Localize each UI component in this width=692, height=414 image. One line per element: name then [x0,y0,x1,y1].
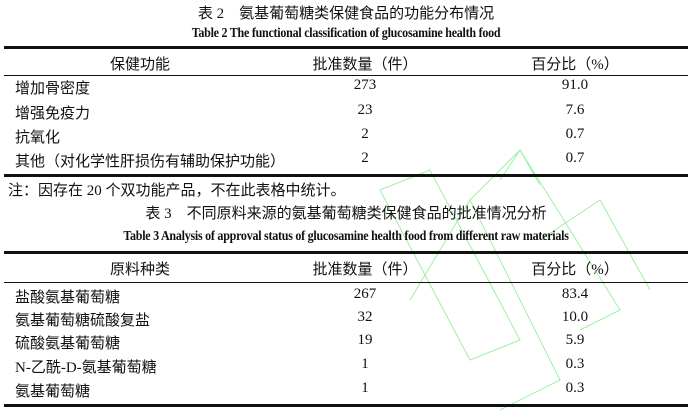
header-percent: 百分比（%） [531,262,619,278]
cell-function: 增加骨密度 [15,81,91,97]
table2-title-cn: 表 2 氨基葡萄糖类保健食品的功能分布情况 [197,6,495,22]
cell-count: 267 [353,286,377,302]
table-row: 氨基葡萄糖 1 0.3 [0,380,692,402]
cell-percent: 7.6 [565,102,585,118]
table3-header-row: 原料种类 批准数量（件） 百分比（%） [0,258,692,280]
table-row: 抗氧化 2 0.7 [0,126,692,148]
table2-header-rule [4,75,688,76]
cell-percent: 83.4 [561,286,589,302]
table-row: 氨基葡萄糖硫酸复盐 32 10.0 [0,309,692,331]
cell-material: 盐酸氨基葡萄糖 [15,290,121,306]
header-material: 原料种类 [109,262,170,278]
table-row: 其他（对化学性肝损伤有辅助保护功能） 2 0.7 [0,150,692,172]
header-function: 保健功能 [109,57,170,73]
table-row: N-乙酰-D-氨基葡萄糖 1 0.3 [0,356,692,378]
header-count: 批准数量（件） [312,57,418,73]
cell-count: 19 [357,332,373,348]
cell-count: 32 [357,309,373,325]
table2-header-row: 保健功能 批准数量（件） 百分比（%） [0,53,692,75]
cell-percent: 5.9 [565,332,585,348]
cell-material: 氨基葡萄糖 [15,384,91,400]
cell-count: 23 [357,102,373,118]
cell-function: 其他（对化学性肝损伤有辅助保护功能） [15,154,286,170]
cell-material: 氨基葡萄糖硫酸复盐 [15,313,151,329]
cell-material: 硫酸氨基葡萄糖 [15,336,121,352]
cell-percent: 91.0 [561,77,589,93]
table-row: 增强免疫力 23 7.6 [0,102,692,124]
cell-function: 抗氧化 [15,130,61,146]
table3-bottom-rule [4,404,688,407]
header-percent: 百分比（%） [531,57,619,73]
cell-count: 1 [361,380,369,396]
table-row: 盐酸氨基葡萄糖 267 83.4 [0,286,692,308]
cell-percent: 0.3 [565,380,585,396]
table3-title-en: Table 3 Analysis of approval status of g… [123,229,569,244]
cell-percent: 0.3 [565,356,585,372]
table2-note: 注：因存在 20 个双功能产品，不在此表格中统计。 [8,183,346,199]
table-row: 硫酸氨基葡萄糖 19 5.9 [0,332,692,354]
table2-bottom-rule [4,174,688,177]
table3-header-rule [4,282,688,283]
table3-title-cn: 表 3 不同原料来源的氨基葡萄糖类保健食品的批准情况分析 [145,206,547,222]
header-count: 批准数量（件） [312,262,418,278]
cell-count: 2 [361,126,369,142]
cell-count: 2 [361,150,369,166]
cell-function: 增强免疫力 [15,106,91,122]
table-row: 增加骨密度 273 91.0 [0,77,692,99]
cell-percent: 0.7 [565,126,585,142]
cell-count: 1 [361,356,369,372]
table2-title-en: Table 2 The functional classification of… [191,26,501,41]
cell-material: N-乙酰-D-氨基葡萄糖 [15,360,157,376]
cell-percent: 0.7 [565,150,585,166]
cell-count: 273 [353,77,377,93]
table2-top-rule [4,46,688,49]
table3-top-rule [4,251,688,254]
cell-percent: 10.0 [561,309,589,325]
